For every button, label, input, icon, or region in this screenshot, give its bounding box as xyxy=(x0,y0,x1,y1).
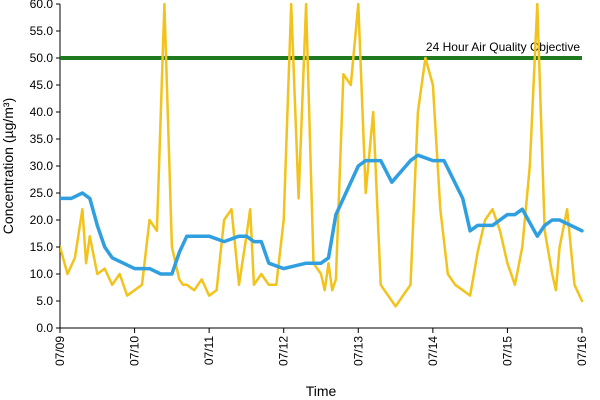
air-quality-objective-label: 24 Hour Air Quality Objective xyxy=(426,40,580,54)
x-tick-label: 07/11 xyxy=(202,336,216,365)
x-tick-label: 07/16 xyxy=(575,336,589,366)
x-tick-label: 07/12 xyxy=(277,336,291,366)
x-tick-label: 07/10 xyxy=(128,336,142,366)
series-line-1 xyxy=(60,3,584,308)
x-tick-label: 07/13 xyxy=(351,336,365,366)
series-line-2 xyxy=(60,153,584,276)
x-tick-label: 07/09 xyxy=(53,336,67,366)
y-axis: 0.0 5.0 10.0 15.0 20.0 25.0 30.0 35.0 40.0 45.0 50… xyxy=(30,0,61,335)
x-axis: 07/09 07/10 07/11 07/12 07/13 07/14 07/15 07/16 xyxy=(53,327,589,366)
x-tick-label: 07/15 xyxy=(500,336,514,366)
x-axis-title: Time xyxy=(306,383,337,399)
y-tick-label: 20.0 xyxy=(30,213,54,227)
y-tick-label: 25.0 xyxy=(30,186,54,200)
y-tick-label: 5.0 xyxy=(36,294,53,308)
y-tick-label: 10.0 xyxy=(30,267,54,281)
y-tick-label: 30.0 xyxy=(30,159,54,173)
reference-line-group: 24 Hour Air Quality Objective xyxy=(60,40,582,60)
y-tick-label: 35.0 xyxy=(30,132,54,146)
y-tick-label: 15.0 xyxy=(30,240,54,254)
y-tick-label: 0.0 xyxy=(36,321,53,335)
y-axis-title: Concentration (µg/m³) xyxy=(0,98,16,234)
y-tick-label: 55.0 xyxy=(30,24,54,38)
y-tick-label: 60.0 xyxy=(30,0,54,11)
y-tick-label: 45.0 xyxy=(30,78,54,92)
y-tick-label: 50.0 xyxy=(30,51,54,65)
x-tick-label: 07/14 xyxy=(426,336,440,366)
series-group xyxy=(60,3,584,308)
y-tick-label: 40.0 xyxy=(30,105,54,119)
